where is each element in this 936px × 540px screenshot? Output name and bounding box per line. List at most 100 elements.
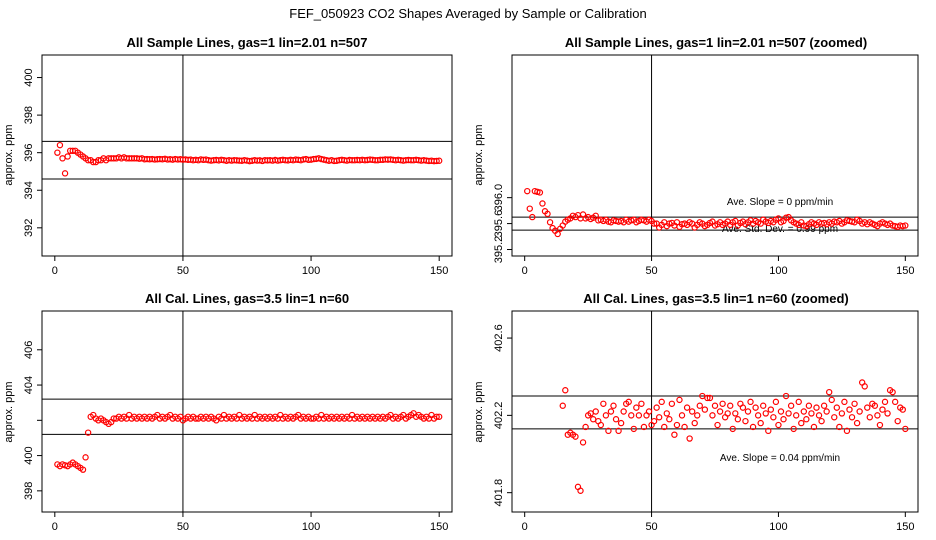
data-points — [524, 187, 909, 238]
data-point — [775, 421, 782, 429]
data-point — [673, 421, 681, 429]
data-point — [889, 388, 896, 396]
data-point — [54, 149, 61, 156]
y-axis-label: approx. ppm — [3, 381, 15, 442]
data-point — [658, 398, 665, 406]
data-point — [902, 222, 909, 229]
data-point — [833, 404, 841, 411]
data-point — [752, 404, 759, 411]
x-tick-label: 0 — [522, 521, 528, 533]
data-point — [838, 410, 846, 417]
data-point — [719, 400, 726, 407]
data-point — [765, 427, 772, 435]
data-point — [661, 423, 668, 431]
x-tick-label: 50 — [177, 521, 189, 533]
data-point — [831, 414, 838, 421]
panel-title: All Sample Lines, gas=1 lin=2.01 n=507 (… — [565, 35, 867, 50]
y-axis-label: approx. ppm — [473, 124, 485, 185]
annotation-ave-std-dev: Ave. Std. Dev. = 0.99 ppm — [722, 224, 838, 235]
y-tick-label: 402.6 — [493, 324, 505, 352]
data-point — [864, 404, 871, 411]
data-point — [874, 412, 881, 419]
data-point — [671, 431, 678, 438]
y-tick-label: 392 — [23, 219, 35, 237]
data-point — [861, 383, 868, 390]
data-point — [899, 222, 906, 230]
data-point — [638, 400, 645, 407]
data-point — [818, 417, 825, 425]
y-axis-label: approx. ppm — [3, 124, 15, 185]
data-point — [823, 408, 830, 415]
data-point — [79, 466, 87, 473]
data-point — [846, 406, 853, 413]
data-point — [433, 413, 440, 420]
panel-cal-lines: All Cal. Lines, gas=3.5 lin=1 n=60 appro… — [3, 291, 453, 533]
data-point — [615, 427, 622, 435]
data-point — [668, 400, 676, 407]
data-point — [559, 402, 566, 409]
data-point — [853, 419, 861, 427]
data-point — [747, 398, 754, 406]
data-point — [544, 210, 551, 218]
data-point — [435, 413, 443, 420]
data-point — [678, 412, 686, 419]
data-point — [899, 406, 906, 413]
data-point — [635, 412, 643, 419]
panel-cal-lines-zoomed: All Cal. Lines, gas=3.5 lin=1 n=60 (zoom… — [473, 291, 919, 533]
data-point — [891, 398, 899, 406]
y-tick-label: 396.0 — [493, 184, 505, 212]
data-point — [59, 155, 66, 162]
data-point — [577, 487, 584, 494]
data-point — [686, 435, 693, 442]
data-point — [803, 416, 810, 423]
y-tick-label: 398 — [23, 106, 35, 124]
data-point — [597, 421, 605, 429]
data-point — [600, 400, 607, 407]
panel-title: All Sample Lines, gas=1 lin=2.01 n=507 — [127, 35, 368, 50]
data-point — [881, 398, 889, 406]
plot-frame — [511, 310, 919, 513]
data-point — [787, 402, 795, 409]
data-point — [524, 187, 531, 195]
data-point — [851, 400, 858, 407]
data-point — [653, 404, 660, 411]
x-tick-label: 150 — [896, 521, 914, 533]
y-tick-label: 400 — [23, 446, 35, 464]
x-tick-label: 50 — [645, 265, 657, 277]
annotation-ave-slope: Ave. Slope = 0.04 ppm/min — [720, 453, 840, 464]
y-tick-label: 404 — [23, 376, 35, 394]
data-point — [694, 412, 701, 419]
y-axis-label: approx. ppm — [473, 381, 485, 442]
data-point — [760, 402, 767, 409]
data-point — [724, 410, 731, 417]
x-tick-label: 150 — [430, 265, 448, 277]
data-point — [780, 416, 787, 423]
data-point — [754, 412, 762, 419]
y-tick-label: 395.6 — [493, 210, 505, 238]
y-tick-label: 395.2 — [493, 236, 505, 264]
data-point — [749, 423, 757, 431]
plot-frame — [41, 310, 453, 513]
data-point — [590, 416, 597, 423]
data-point — [744, 408, 752, 415]
y-tick-label: 398 — [23, 482, 35, 500]
data-point — [884, 410, 891, 417]
data-point — [546, 219, 554, 226]
x-tick-label: 100 — [302, 521, 320, 533]
y-tick-label: 401.8 — [493, 479, 505, 507]
x-tick-label: 100 — [769, 265, 787, 277]
data-point — [688, 408, 696, 415]
x-tick-label: 50 — [177, 265, 189, 277]
data-point — [810, 423, 818, 431]
data-point — [572, 433, 579, 440]
data-point — [56, 141, 64, 149]
data-point — [82, 454, 89, 461]
data-point — [633, 404, 640, 411]
data-point — [628, 412, 635, 419]
data-point — [836, 423, 843, 431]
x-tick-label: 100 — [302, 265, 320, 277]
x-tick-label: 150 — [430, 521, 448, 533]
data-point — [84, 429, 92, 436]
data-point — [655, 414, 663, 421]
